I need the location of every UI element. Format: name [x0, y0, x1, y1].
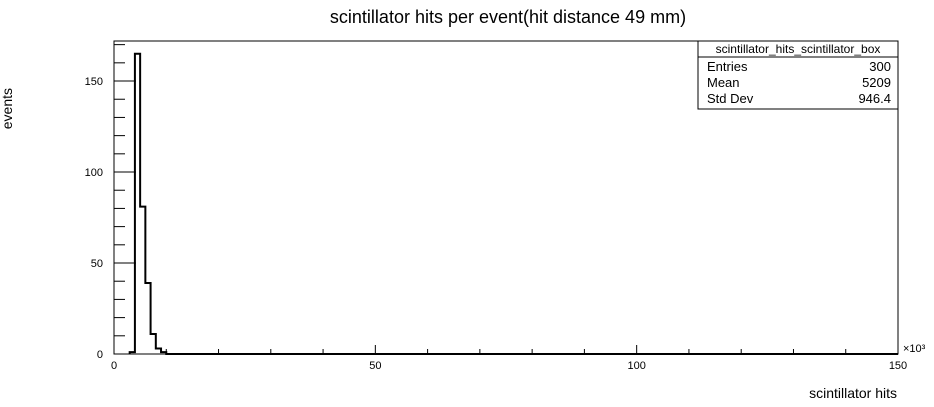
- x-axis-title: scintillator hits: [809, 385, 897, 401]
- x-tick-label: 0: [111, 360, 117, 372]
- chart-title: scintillator hits per event(hit distance…: [330, 7, 686, 27]
- stats-entries-label: Entries: [707, 59, 748, 74]
- histogram-outline: [128, 52, 898, 355]
- x-tick-label: 50: [369, 360, 381, 372]
- y-tick-label: 50: [91, 258, 103, 270]
- y-axis: 0 50 100 150: [85, 44, 136, 361]
- stats-entries-value: 300: [869, 59, 891, 74]
- stats-box-title: scintillator_hits_scintillator_box: [716, 42, 881, 56]
- y-tick-label: 100: [85, 167, 103, 179]
- y-axis-title: events: [0, 88, 15, 129]
- stats-stddev-value: 946.4: [858, 91, 891, 106]
- stats-stddev-label: Std Dev: [707, 91, 754, 106]
- x-exponent-label: ×10³: [903, 343, 926, 355]
- stats-box: scintillator_hits_scintillator_box Entri…: [697, 40, 899, 110]
- y-tick-label: 0: [97, 349, 103, 361]
- x-tick-label: 150: [889, 360, 907, 372]
- stats-mean-value: 5209: [862, 75, 891, 90]
- x-axis: 0 50 100 150: [111, 345, 907, 372]
- y-tick-label: 150: [85, 76, 103, 88]
- x-tick-label: 100: [627, 360, 645, 372]
- stats-mean-label: Mean: [707, 75, 740, 90]
